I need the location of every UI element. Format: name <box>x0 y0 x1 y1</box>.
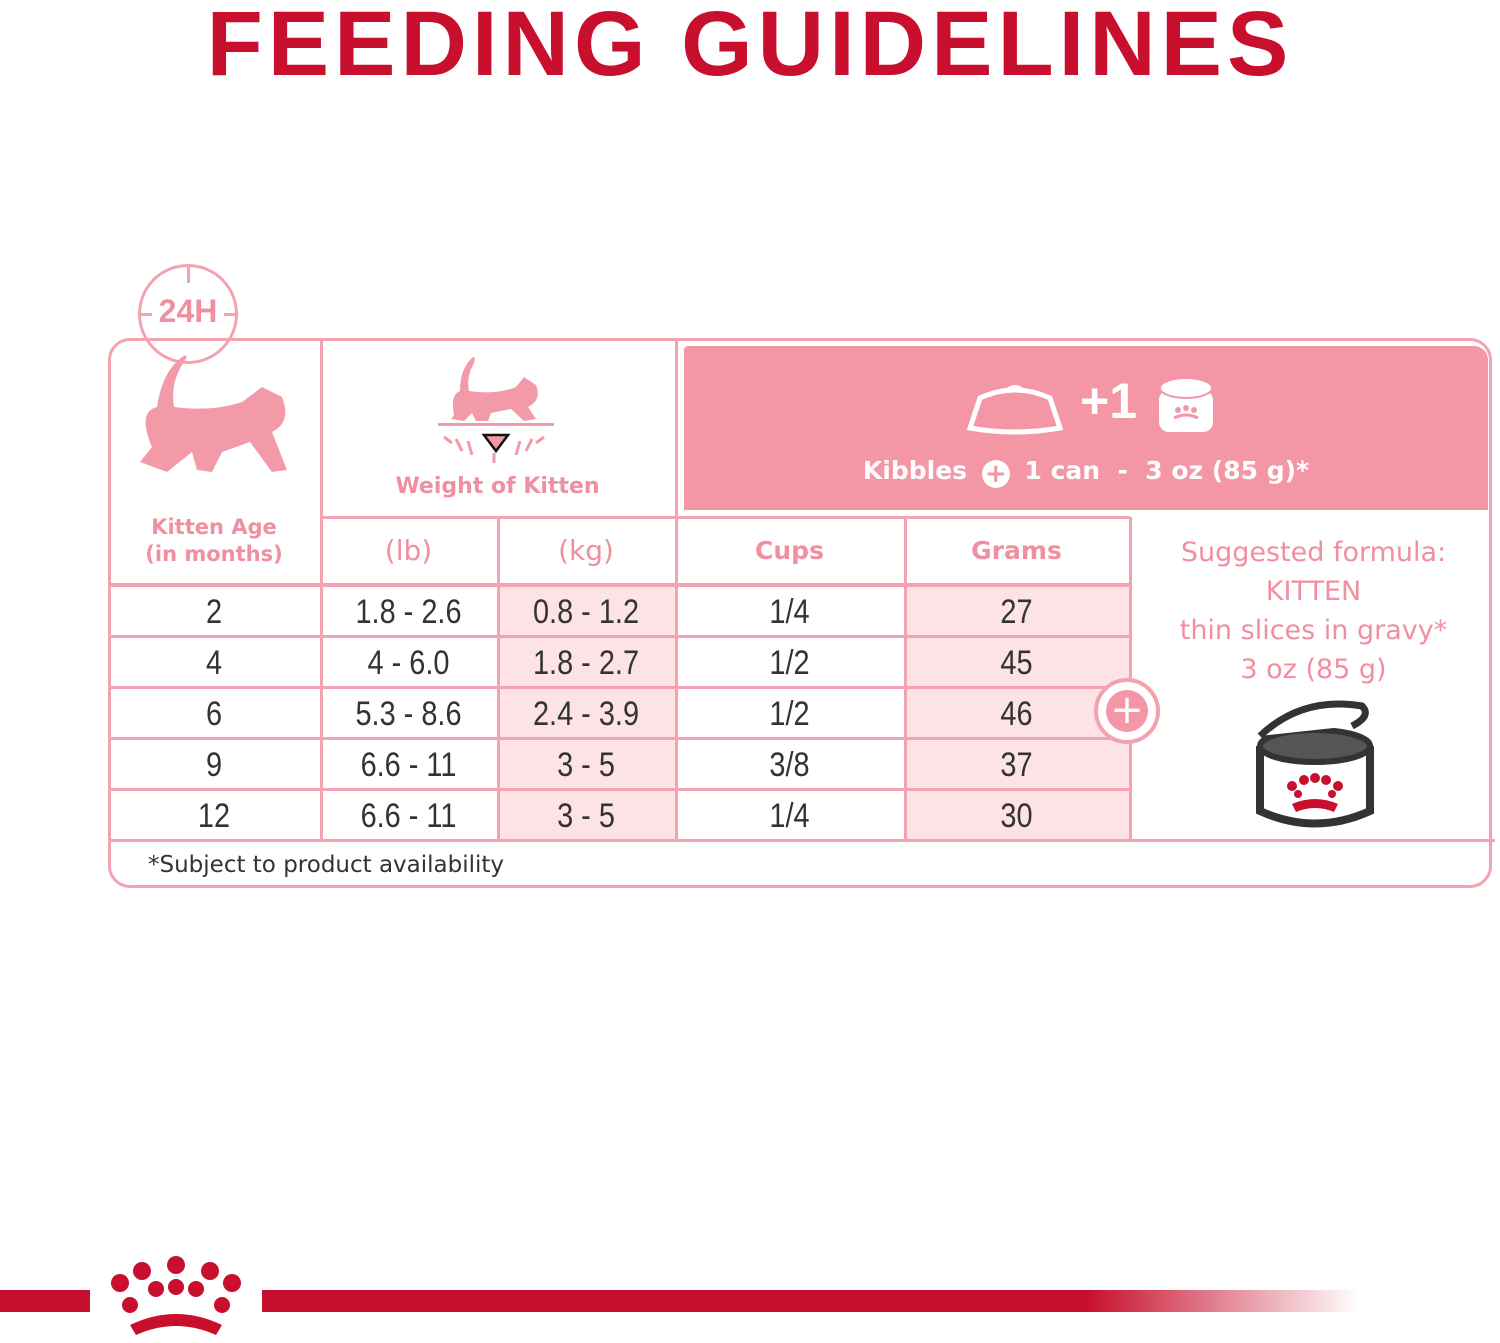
cell-kg: 1.8 - 2.7 <box>532 644 640 682</box>
page-title: FEEDING GUIDELINES <box>206 0 1294 95</box>
plus-circle-icon: + <box>981 460 1010 488</box>
suggested-formula: Suggested formula: KITTEN thin slices in… <box>1132 533 1495 689</box>
plus-one-label: +1 <box>1080 373 1138 429</box>
age-header: Kitten Age (in months) <box>145 515 283 566</box>
kibbles-label: Kibbles <box>862 456 968 485</box>
24h-clock-icon: 24H <box>138 264 238 364</box>
can-icon <box>1159 377 1213 432</box>
cell-age: 6 <box>205 695 223 733</box>
cell-age: 12 <box>197 797 231 835</box>
cell-cups: 1/4 <box>769 593 810 631</box>
cell-cups: 1/2 <box>769 695 810 733</box>
badge-label: 24H <box>158 293 218 329</box>
cell-kg: 3 - 5 <box>557 746 615 784</box>
wet-food-can-icon <box>1256 700 1374 828</box>
cell-kg: 0.8 - 1.2 <box>532 593 640 631</box>
cell-grams: 46 <box>1000 695 1033 733</box>
cups-header: Cups <box>755 536 824 565</box>
cell-grams: 30 <box>1000 797 1033 835</box>
cell-grams: 37 <box>1000 746 1033 784</box>
kitten-icon <box>140 355 287 472</box>
cell-lb: 5.3 - 8.6 <box>355 695 462 733</box>
footnote: *Subject to product availability <box>148 852 505 878</box>
weight-header: Weight of Kitten <box>395 474 600 499</box>
royal-canin-crown-logo <box>90 1255 262 1339</box>
lb-header: (lb) <box>384 534 433 567</box>
cell-lb: 4 - 6.0 <box>367 644 450 682</box>
plus-circle-icon: + <box>1094 678 1160 744</box>
cell-cups: 1/2 <box>769 644 810 682</box>
kg-column-fill <box>500 587 675 839</box>
suggested-size: 3 oz (85 g) <box>1240 654 1387 685</box>
feeding-table <box>108 338 1492 888</box>
cell-age: 2 <box>205 593 223 631</box>
can-label: 1 can - 3 oz (85 g)* <box>1024 456 1310 485</box>
cell-grams: 27 <box>1000 593 1033 631</box>
cell-age: 4 <box>205 644 223 682</box>
bowl-icon <box>966 385 1064 435</box>
cell-grams: 45 <box>1000 644 1033 682</box>
suggested-product: KITTEN <box>1265 576 1362 607</box>
cell-lb: 6.6 - 11 <box>360 746 457 784</box>
cell-kg: 3 - 5 <box>557 797 615 835</box>
cell-age: 9 <box>205 746 223 784</box>
brand-stripe <box>0 1290 1360 1312</box>
cell-lb: 6.6 - 11 <box>360 797 457 835</box>
cell-lb: 1.8 - 2.6 <box>355 593 462 631</box>
cell-cups: 3/8 <box>769 746 810 784</box>
cell-cups: 1/4 <box>769 797 810 835</box>
kg-header: (kg) <box>558 534 614 567</box>
kibble-can-header: +1 Kibbles + 1 can - 3 oz (85 g)* <box>684 346 1488 510</box>
suggested-variant: thin slices in gravy* <box>1179 615 1448 646</box>
grams-column-fill <box>907 587 1129 839</box>
suggested-label: Suggested formula: <box>1180 537 1447 568</box>
cell-kg: 2.4 - 3.9 <box>532 695 640 733</box>
weigh-scale-kitten-icon <box>438 357 554 463</box>
grams-header: Grams <box>971 536 1062 565</box>
